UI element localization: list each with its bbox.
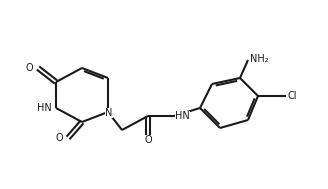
Text: O: O <box>144 135 152 145</box>
Text: N: N <box>105 108 113 118</box>
Text: HN: HN <box>175 111 190 121</box>
Text: O: O <box>55 133 63 143</box>
Text: Cl: Cl <box>288 91 297 101</box>
Text: NH₂: NH₂ <box>250 54 269 64</box>
Text: O: O <box>25 63 33 73</box>
Text: HN: HN <box>37 103 52 113</box>
